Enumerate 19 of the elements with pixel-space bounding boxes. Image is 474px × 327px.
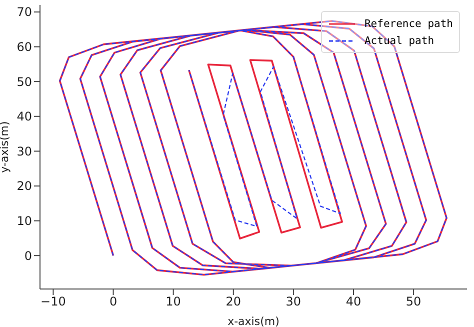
y-tick-label: 60 (16, 40, 32, 54)
y-tick-label: 10 (16, 214, 32, 228)
x-tick-label: −10 (40, 294, 66, 309)
y-tick-label: 20 (16, 179, 32, 194)
x-axis-title: x-axis(m) (228, 315, 280, 327)
y-tick-label: 40 (16, 110, 32, 124)
x-tick-label: 50 (406, 294, 422, 309)
y-tick-label: 30 (16, 144, 32, 158)
x-tick-label: 40 (346, 294, 362, 309)
legend-label: Reference path (364, 18, 453, 30)
x-tick-label: 10 (166, 294, 181, 309)
y-tick-label: 70 (16, 5, 32, 20)
x-tick-label: 30 (286, 294, 302, 309)
x-tick-label: 20 (226, 294, 242, 309)
x-tick-label: 0 (109, 294, 118, 309)
y-tick-label: 50 (16, 74, 32, 89)
legend-label: Actual path (364, 34, 434, 46)
y-tick-label: 0 (24, 248, 32, 263)
y-axis-title: y-axis(m) (0, 121, 11, 173)
